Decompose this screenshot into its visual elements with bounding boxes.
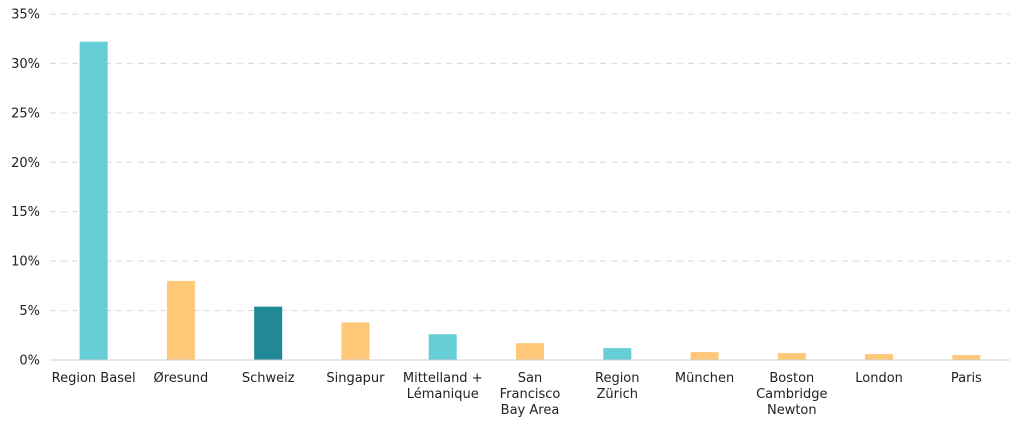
y-tick-label: 10% xyxy=(11,255,40,270)
x-axis-labels: Region Basel Øresund Schweiz Singapur Mittel… xyxy=(52,371,982,418)
bar xyxy=(428,334,457,360)
bar xyxy=(603,348,632,360)
bar xyxy=(690,352,719,360)
x-category-label: Mittelland + Lémanique xyxy=(403,371,483,402)
x-category-label: München xyxy=(675,371,734,386)
x-category-label: London xyxy=(855,371,903,386)
x-category-label: Region Zürich xyxy=(595,371,640,402)
bars xyxy=(79,41,981,361)
y-axis-ticks: 0% 5% 10% 15% 20% 25% 30% 35% xyxy=(11,8,40,369)
y-tick-label: 15% xyxy=(11,205,40,220)
x-category-label: Boston Cambridge Newton xyxy=(756,371,827,418)
bar xyxy=(777,353,806,360)
y-tick-label: 30% xyxy=(11,57,40,72)
y-tick-label: 35% xyxy=(11,8,40,23)
bar xyxy=(516,343,544,360)
x-category-label: Paris xyxy=(951,371,982,386)
x-category-label: Schweiz xyxy=(242,371,295,386)
y-tick-label: 0% xyxy=(19,354,40,369)
x-category-label: Singapur xyxy=(326,371,385,386)
bar xyxy=(865,354,894,360)
x-category-label: Øresund xyxy=(154,371,209,386)
y-tick-label: 20% xyxy=(11,156,40,171)
bar xyxy=(952,355,981,360)
bar xyxy=(166,280,195,360)
y-tick-label: 25% xyxy=(11,106,40,121)
x-category-label: Region Basel xyxy=(52,371,136,386)
bar xyxy=(254,306,283,360)
y-tick-label: 5% xyxy=(19,304,40,319)
gridlines xyxy=(50,13,1010,312)
x-category-label: San Francisco Bay Area xyxy=(500,371,561,418)
bar xyxy=(79,41,108,361)
bar xyxy=(341,322,370,360)
